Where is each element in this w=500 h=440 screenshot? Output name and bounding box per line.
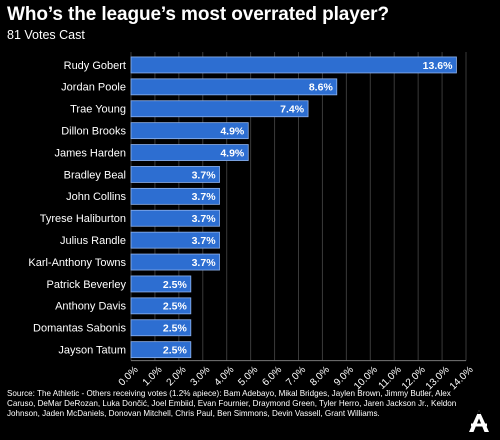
data-label: 3.7% bbox=[192, 191, 217, 203]
the-athletic-logo-icon bbox=[469, 410, 489, 432]
data-label: 2.5% bbox=[163, 279, 188, 291]
category-label: Rudy Gobert bbox=[64, 60, 126, 72]
bar bbox=[130, 275, 192, 293]
x-tick-label: 8.0% bbox=[308, 364, 332, 388]
x-tick-label: 6.0% bbox=[260, 364, 284, 388]
bar bbox=[130, 144, 249, 161]
x-tick-label: 3.0% bbox=[189, 364, 213, 388]
bar-chart: Rudy Gobert 13.6% Jordan Poole 8.6% Trae You… bbox=[28, 52, 476, 390]
data-label: 3.7% bbox=[192, 257, 217, 269]
x-tick-label: 12.0% bbox=[400, 364, 428, 390]
category-label: Anthony Davis bbox=[55, 301, 126, 313]
x-tick-label: 4.0% bbox=[212, 364, 236, 388]
category-label: Patrick Beverley bbox=[47, 279, 127, 291]
category-label: Tyrese Haliburton bbox=[40, 213, 126, 225]
category-label: Jayson Tatum bbox=[58, 344, 126, 356]
data-label: 3.7% bbox=[192, 169, 217, 181]
bar bbox=[130, 78, 338, 96]
x-tick-label: 1.0% bbox=[141, 364, 165, 388]
category-label: Trae Young bbox=[70, 104, 126, 116]
x-tick-label: 5.0% bbox=[236, 364, 260, 388]
bar bbox=[130, 166, 220, 183]
bar bbox=[130, 253, 220, 271]
data-label: 2.5% bbox=[163, 323, 188, 335]
bar bbox=[130, 297, 192, 315]
data-label: 8.6% bbox=[309, 82, 334, 94]
x-tick-label: 10.0% bbox=[352, 364, 380, 390]
data-label: 13.6% bbox=[423, 60, 453, 72]
data-label: 7.4% bbox=[280, 104, 305, 116]
data-label: 2.5% bbox=[163, 344, 188, 356]
data-label: 4.9% bbox=[220, 125, 245, 137]
category-label: Domantas Sabonis bbox=[33, 323, 126, 335]
category-label: Dillon Brooks bbox=[61, 125, 126, 137]
category-label: James Harden bbox=[54, 147, 126, 159]
chart-title: Who’s the league’s most overrated player… bbox=[7, 4, 389, 25]
bar bbox=[130, 100, 309, 118]
x-tick-label: 2.0% bbox=[165, 364, 189, 388]
bar bbox=[130, 122, 249, 140]
category-label: Karl-Anthony Towns bbox=[28, 257, 126, 269]
x-tick-label: 14.0% bbox=[448, 364, 476, 390]
category-label: John Collins bbox=[66, 191, 126, 203]
x-tick-label: 13.0% bbox=[424, 364, 452, 390]
x-tick-label: 0.0% bbox=[117, 364, 141, 388]
x-tick-label: 11.0% bbox=[377, 364, 404, 390]
category-label: Bradley Beal bbox=[64, 169, 126, 181]
data-label: 3.7% bbox=[192, 213, 217, 225]
x-tick-label: 7.0% bbox=[284, 364, 308, 388]
bar bbox=[130, 56, 457, 74]
data-label: 2.5% bbox=[163, 301, 188, 313]
chart-subtitle: 81 Votes Cast bbox=[7, 28, 85, 42]
source-note: Source: The Athletic - Others receiving … bbox=[7, 389, 457, 418]
bar bbox=[130, 231, 220, 249]
bar bbox=[130, 341, 192, 359]
data-label: 3.7% bbox=[192, 235, 217, 247]
bar bbox=[130, 187, 220, 205]
bar bbox=[130, 209, 220, 227]
category-label: Julius Randle bbox=[60, 235, 126, 247]
data-label: 4.9% bbox=[220, 147, 245, 159]
bar bbox=[130, 319, 192, 337]
category-label: Jordan Poole bbox=[61, 82, 126, 94]
